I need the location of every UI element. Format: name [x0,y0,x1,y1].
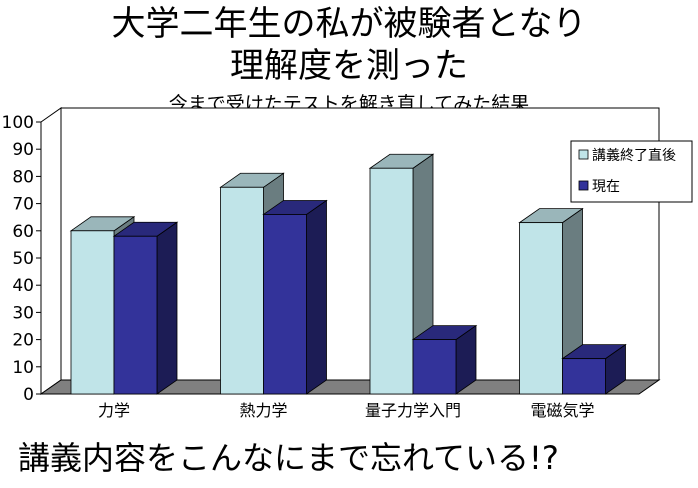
x-tick-label: 量子力学入門 [365,401,461,420]
legend-swatch [578,149,589,160]
bar [561,343,627,395]
bar [368,153,435,395]
slide-title-line2: 理解度を測った [230,46,468,86]
y-tick-label: 40 [12,276,34,296]
bars [69,153,627,395]
legend-label: 講義終了直後 [592,147,676,164]
bar-front [70,230,115,395]
x-tick-label: 熱力学 [239,401,287,420]
bar [262,199,328,395]
legend-swatch [578,180,589,191]
x-tick-label: 力学 [98,401,130,420]
bar-front [263,214,307,395]
y-tick-label: 50 [12,249,34,269]
chart-walls [39,107,661,395]
bar [411,324,478,395]
y-tick-label: 100 [2,113,34,133]
y-tick-label: 10 [12,358,34,378]
y-tick-label: 30 [12,303,34,323]
bar [112,221,179,395]
y-axis: 0 10 20 30 40 50 60 70 80 90 100 [2,113,42,405]
x-axis: 力学 熱力学 量子力学入門 電磁気学 [98,401,595,420]
bar-front [412,339,457,395]
y-tick-label: 60 [12,222,34,242]
bar-front [369,167,414,395]
bar-front [562,358,606,395]
y-tick-label: 20 [12,331,34,351]
y-tick-label: 80 [12,167,34,187]
x-tick-label: 電磁気学 [530,401,594,420]
bar-front [220,186,264,395]
bar-side [306,199,327,395]
legend-box [570,140,693,203]
side-wall [40,107,62,395]
bar-side [156,221,178,395]
bar [518,207,584,395]
legend-label: 現在 [592,179,620,195]
slide-caption: 講義内容をこんなにまで忘れている!? [18,439,559,477]
bar-front [519,222,563,395]
y-tick-label: 90 [12,140,34,160]
y-tick-label: 70 [12,195,34,215]
slide-title-line1: 大学二年生の私が被験者となり [111,4,587,44]
bar-front [113,235,158,395]
y-tick-label: 0 [23,385,34,405]
